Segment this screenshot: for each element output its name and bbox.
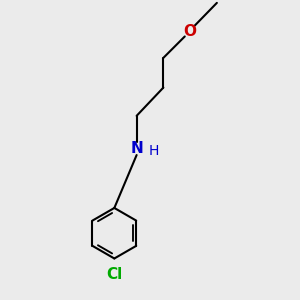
Text: Cl: Cl [106,267,122,282]
Text: N: N [130,141,143,156]
Text: O: O [184,24,196,39]
Text: H: H [149,144,160,158]
